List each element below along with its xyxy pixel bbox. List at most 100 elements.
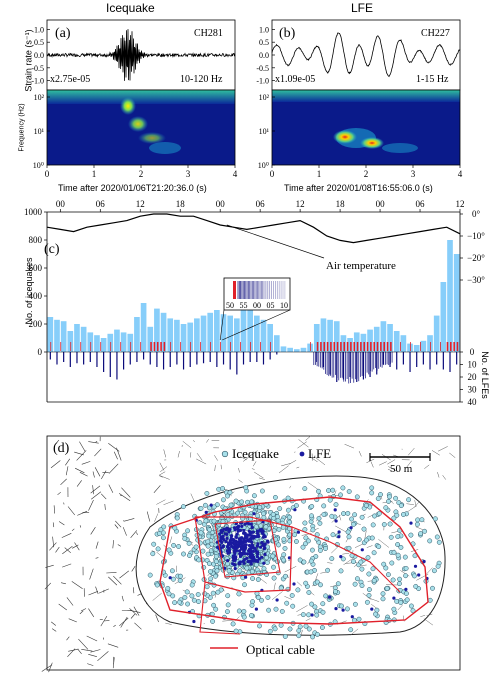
interior-line bbox=[305, 618, 311, 622]
crevasse-line bbox=[45, 564, 54, 568]
icequake-dot bbox=[211, 504, 217, 510]
interior-line bbox=[165, 622, 172, 625]
crevasse-line bbox=[50, 460, 61, 469]
icequake-bar bbox=[333, 321, 340, 352]
icequake-dot bbox=[174, 515, 180, 521]
crevasse-line bbox=[122, 527, 127, 536]
interior-line bbox=[296, 605, 308, 613]
wave-ytick-label: 0.5 bbox=[34, 38, 44, 47]
crevasse-line bbox=[49, 542, 57, 551]
lfe-marker bbox=[100, 342, 102, 351]
interior-line bbox=[307, 482, 319, 490]
icequake-dot bbox=[340, 485, 346, 491]
lfe-dot bbox=[350, 615, 354, 619]
hour-tick-label: 00 bbox=[216, 200, 226, 209]
lfe-dot bbox=[250, 553, 254, 557]
icequake-dot bbox=[312, 604, 318, 610]
lfe-dot bbox=[239, 536, 243, 540]
lfe-marker bbox=[270, 342, 271, 351]
crevasse-line bbox=[66, 597, 74, 606]
panel-d-letter: (d) bbox=[53, 441, 70, 456]
interior-line bbox=[222, 619, 234, 622]
crevasse-line bbox=[79, 610, 84, 615]
icequake-dot bbox=[233, 498, 239, 504]
icequake-dot bbox=[210, 618, 216, 624]
lfe-marker bbox=[430, 342, 431, 351]
lfe-bar bbox=[373, 352, 375, 370]
optical-cable bbox=[199, 581, 241, 635]
spec-ytick-label: 10⁰ bbox=[258, 161, 269, 170]
interior-line bbox=[423, 618, 434, 626]
icequake-dot bbox=[436, 539, 442, 545]
icequake-dot bbox=[207, 527, 213, 533]
wave-ytick-label: 1.0 bbox=[34, 25, 44, 34]
crevasse-line bbox=[298, 439, 309, 448]
crevasse-line bbox=[88, 499, 94, 511]
lfe-bar bbox=[96, 352, 98, 367]
icequake-dot bbox=[287, 519, 293, 525]
lfe-bar bbox=[103, 352, 105, 372]
icequake-dot bbox=[255, 594, 261, 600]
crevasse-line bbox=[88, 591, 99, 596]
lfe-marker bbox=[130, 342, 132, 351]
icequake-dot bbox=[279, 608, 285, 614]
lfe-dot bbox=[259, 545, 263, 549]
icequake-dot bbox=[395, 534, 401, 540]
icequake-dot bbox=[354, 494, 360, 500]
lfe-bar bbox=[89, 352, 91, 362]
lfe-bar bbox=[365, 352, 366, 379]
lfe-marker bbox=[110, 342, 112, 351]
lfe-marker bbox=[420, 342, 421, 351]
crevasse-line bbox=[53, 505, 55, 514]
lfe-dot bbox=[292, 582, 296, 586]
icequake-dot bbox=[333, 502, 339, 508]
legend-lfe-label: LFE bbox=[308, 446, 332, 461]
icequake-dot bbox=[210, 590, 216, 596]
spec-xtick-label: 0 bbox=[270, 169, 275, 179]
scalebar-label: 50 m bbox=[390, 463, 413, 475]
temperature-line bbox=[46, 213, 461, 244]
icequake-dot bbox=[197, 520, 203, 526]
icequake-dot bbox=[394, 512, 400, 518]
icequake-dot bbox=[189, 582, 195, 588]
inset-tick-label: 00 bbox=[253, 301, 261, 310]
icequake-dot bbox=[278, 585, 284, 591]
icequake-dot bbox=[272, 626, 278, 632]
icequake-bar bbox=[234, 318, 240, 352]
crevasse-line bbox=[153, 485, 161, 493]
crevasse-line bbox=[358, 451, 362, 457]
interior-line bbox=[154, 513, 159, 522]
crevasse-line bbox=[65, 466, 69, 476]
interior-line bbox=[284, 596, 292, 600]
icequake-dot bbox=[373, 611, 378, 617]
crevasse-line bbox=[81, 461, 91, 465]
lfe-bar bbox=[370, 352, 371, 372]
interior-line bbox=[163, 544, 168, 550]
lfe-marker bbox=[340, 342, 342, 351]
icequake-dot bbox=[351, 521, 357, 527]
icequake-dot bbox=[338, 568, 344, 574]
lfe-bar bbox=[422, 352, 424, 365]
icequake-dot bbox=[242, 509, 248, 515]
lfe-marker bbox=[386, 342, 389, 351]
crevasse-line bbox=[79, 472, 88, 477]
inset-tick-label: 05 bbox=[267, 301, 275, 310]
panel-a-channel: CH281 bbox=[194, 28, 223, 39]
icequake-bar bbox=[393, 331, 400, 352]
icequake-bar bbox=[207, 312, 214, 352]
lfe-marker bbox=[330, 342, 332, 351]
crevasse-line bbox=[57, 491, 61, 496]
panel-a-scale: x2.75e-05 bbox=[50, 74, 91, 85]
lfe-bar bbox=[363, 352, 365, 376]
icequake-dot bbox=[349, 516, 355, 522]
icequake-dot bbox=[435, 563, 441, 569]
icequake-bar bbox=[120, 332, 127, 352]
lfe-marker bbox=[343, 342, 346, 351]
icequake-dot bbox=[187, 553, 192, 558]
icequake-dot bbox=[156, 531, 162, 537]
panel-d-svg bbox=[41, 435, 461, 673]
icequake-dot bbox=[323, 593, 329, 599]
icequake-dot bbox=[356, 537, 362, 542]
panel-c-svg: 00061218000612180006122020-01-072020-01-… bbox=[24, 200, 485, 407]
lfe-dot bbox=[232, 554, 236, 558]
